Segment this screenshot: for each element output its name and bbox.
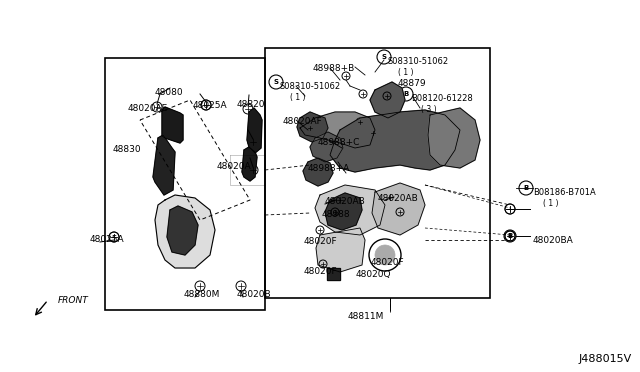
Text: 48879: 48879 — [398, 79, 427, 88]
Polygon shape — [162, 107, 183, 143]
Text: FRONT: FRONT — [58, 296, 89, 305]
Text: 48020B: 48020B — [237, 290, 271, 299]
Text: B08120-61228: B08120-61228 — [411, 94, 473, 103]
Text: 48020F: 48020F — [304, 237, 338, 246]
Polygon shape — [242, 147, 257, 181]
Polygon shape — [155, 195, 215, 268]
Text: 48988+C: 48988+C — [318, 138, 360, 147]
Polygon shape — [372, 183, 425, 235]
Bar — [105, 58, 265, 310]
Text: 48820: 48820 — [237, 100, 266, 109]
Text: 48020AB: 48020AB — [378, 194, 419, 203]
Text: B08186-B701A: B08186-B701A — [533, 188, 596, 197]
Polygon shape — [316, 228, 365, 272]
Polygon shape — [297, 112, 328, 142]
Text: ( 3 ): ( 3 ) — [421, 105, 436, 114]
Text: ( 1 ): ( 1 ) — [398, 68, 413, 77]
Text: 48988+A: 48988+A — [308, 164, 350, 173]
Text: B: B — [403, 91, 408, 97]
Bar — [265, 48, 490, 298]
Text: 48988: 48988 — [322, 210, 351, 219]
Polygon shape — [247, 108, 262, 153]
Polygon shape — [370, 82, 405, 118]
Text: J488015V: J488015V — [579, 354, 632, 364]
Text: 48830: 48830 — [113, 145, 141, 154]
Text: 48020A: 48020A — [217, 162, 252, 171]
Polygon shape — [310, 132, 343, 162]
Text: 48080: 48080 — [155, 88, 184, 97]
Text: 48020AB: 48020AB — [325, 197, 365, 206]
Text: B: B — [524, 185, 529, 191]
Text: 48025A: 48025A — [90, 235, 125, 244]
Text: 48988+B: 48988+B — [313, 64, 355, 73]
Polygon shape — [325, 193, 362, 230]
Text: 48020F: 48020F — [304, 267, 338, 276]
Polygon shape — [167, 206, 198, 255]
Polygon shape — [300, 112, 375, 148]
Polygon shape — [153, 135, 175, 195]
Text: 48020AE: 48020AE — [128, 104, 168, 113]
Text: S: S — [273, 79, 278, 85]
Text: 48880M: 48880M — [184, 290, 220, 299]
Text: ( 1 ): ( 1 ) — [290, 93, 305, 102]
Text: 48020AF: 48020AF — [283, 117, 323, 126]
Text: 48811M: 48811M — [348, 312, 385, 321]
Polygon shape — [327, 268, 340, 280]
Text: 48020Q: 48020Q — [356, 270, 392, 279]
Text: S08310-51062: S08310-51062 — [388, 57, 449, 66]
Text: ( 1 ): ( 1 ) — [543, 199, 559, 208]
Text: S: S — [381, 54, 387, 60]
Text: 48020BA: 48020BA — [533, 236, 573, 245]
Polygon shape — [315, 185, 385, 235]
Polygon shape — [330, 110, 460, 172]
Polygon shape — [428, 108, 480, 168]
Text: 48020F: 48020F — [371, 258, 404, 267]
Polygon shape — [303, 158, 333, 186]
Circle shape — [375, 245, 395, 265]
Text: B: B — [508, 233, 513, 239]
Text: S08310-51062: S08310-51062 — [280, 82, 341, 91]
Text: 48025A: 48025A — [193, 101, 228, 110]
